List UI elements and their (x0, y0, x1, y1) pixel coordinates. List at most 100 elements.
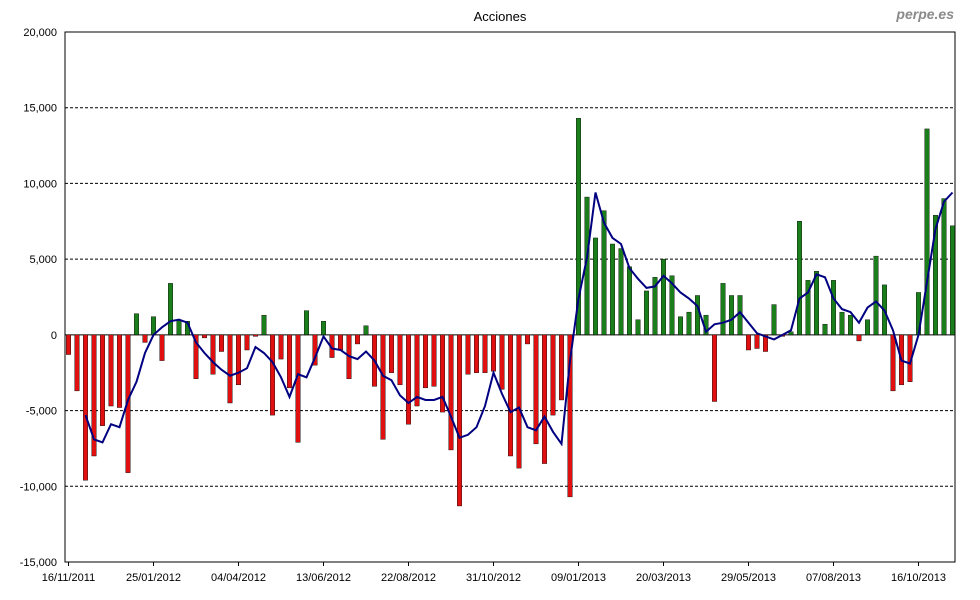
bar (686, 311, 692, 336)
bar (295, 334, 301, 443)
bar (159, 334, 165, 361)
bar (950, 225, 955, 336)
bar (100, 334, 105, 426)
bar (363, 325, 369, 336)
y-tick-label: 15,000 (23, 103, 57, 115)
bar (499, 334, 505, 390)
bar (448, 334, 454, 451)
bar (635, 319, 641, 336)
bar (210, 334, 216, 375)
bar (440, 334, 445, 413)
plot-area (64, 31, 956, 563)
bar (797, 221, 802, 336)
y-tick-label: 5,000 (29, 254, 57, 266)
x-tick-label: 31/10/2012 (466, 572, 521, 584)
bar (941, 198, 947, 336)
x-tick-label: 07/08/2013 (806, 572, 861, 584)
bar (567, 334, 573, 498)
bar (550, 334, 556, 416)
y-tick-label: -10,000 (20, 481, 57, 493)
x-tick-label: 16/11/2011 (42, 572, 95, 584)
y-tick-label: 20,000 (23, 27, 57, 39)
bar (516, 334, 522, 469)
bar (270, 334, 275, 416)
bar (355, 334, 360, 345)
y-tick-label: -5,000 (26, 406, 57, 418)
bar (304, 310, 309, 336)
chart-title: Acciones (473, 9, 527, 24)
bar (712, 334, 717, 402)
bar (533, 334, 539, 445)
bar (865, 319, 870, 336)
bar (134, 313, 139, 336)
bar (414, 334, 420, 407)
line-layer (84, 191, 954, 447)
y-tick-label: 0 (51, 330, 57, 342)
bar (482, 334, 488, 373)
bar (253, 334, 258, 337)
bar (601, 210, 607, 336)
bar (168, 283, 173, 336)
bar (278, 334, 284, 360)
x-tick-label: 04/04/2012 (211, 572, 266, 584)
bar (559, 334, 564, 401)
bar (66, 334, 71, 355)
series-line (84, 191, 954, 447)
bar (788, 331, 794, 336)
x-tick-label: 09/01/2013 (551, 572, 606, 584)
bar (618, 248, 624, 336)
bar (822, 324, 828, 336)
bar-layer (66, 118, 955, 507)
bar (457, 334, 462, 507)
bar (227, 334, 233, 404)
bar (151, 316, 156, 336)
y-axis: 20,000 15,000 10,000 5,000 0 -5,000 -10,000 -15… (20, 27, 57, 569)
bar (406, 334, 411, 425)
y-tick-label: -15,000 (20, 557, 57, 569)
bar (431, 334, 437, 387)
bar (890, 334, 896, 392)
bar (117, 334, 122, 408)
x-tick-label: 29/05/2013 (721, 572, 776, 584)
bar (839, 311, 845, 336)
bar (91, 334, 97, 457)
watermark: perpe.es (896, 6, 954, 22)
bar (542, 334, 547, 464)
bar (176, 319, 182, 336)
bar (525, 334, 530, 345)
bar (771, 304, 777, 336)
bar (848, 314, 853, 336)
bar (236, 334, 241, 386)
bar (856, 334, 862, 342)
bar (125, 334, 131, 473)
bar (627, 266, 632, 336)
bar (219, 334, 224, 352)
bar (193, 334, 199, 379)
bar (423, 334, 428, 389)
x-tick-label: 22/08/2012 (381, 572, 436, 584)
bar (669, 275, 675, 336)
x-tick-label: 25/01/2012 (126, 572, 181, 584)
bar (142, 334, 148, 343)
x-tick-label: 20/03/2013 (636, 572, 691, 584)
bar (652, 277, 658, 336)
bar (261, 314, 267, 336)
bar (380, 334, 386, 440)
bar (610, 243, 615, 336)
bar (202, 334, 207, 339)
bar (465, 334, 471, 375)
bar (397, 334, 403, 386)
bar (74, 334, 80, 392)
bar (338, 334, 343, 351)
bar (678, 316, 683, 336)
bar (83, 334, 88, 481)
bar (576, 118, 581, 336)
bar (831, 280, 836, 336)
bar (389, 334, 394, 373)
bar (695, 295, 700, 336)
bar (491, 334, 496, 372)
bar (933, 215, 938, 336)
y-tick-label: 10,000 (23, 178, 57, 190)
bar (805, 280, 811, 336)
bar (287, 334, 292, 389)
